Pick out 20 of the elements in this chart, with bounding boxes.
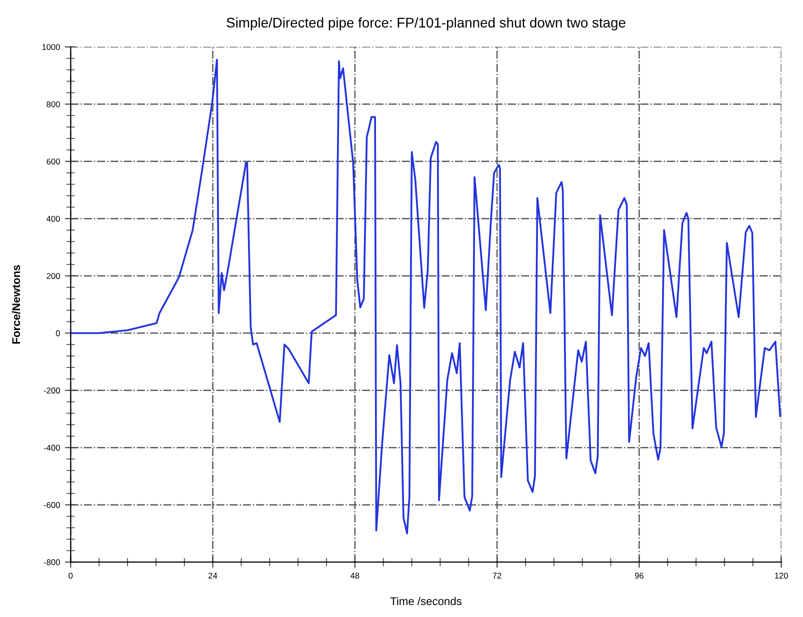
y-tick-label: -600 — [44, 502, 60, 508]
x-tick-label: 96 — [634, 572, 644, 579]
x-axis-title: Time /seconds — [390, 596, 462, 606]
y-tick-label: 600 — [46, 158, 60, 164]
y-tick-label: -400 — [44, 444, 60, 451]
y-tick-label: -200 — [44, 388, 60, 394]
y-tick-label: 200 — [46, 273, 60, 279]
y-tick-label: 400 — [46, 216, 60, 222]
x-tick-label: 48 — [350, 572, 360, 579]
x-tick-label: 24 — [208, 572, 218, 579]
x-tick-label: 72 — [492, 572, 502, 579]
y-tick-label: 0 — [56, 330, 60, 336]
x-tick-label: 120 — [775, 572, 788, 579]
x-tick-label: 0 — [68, 572, 73, 579]
chart-title: Simple/Directed pipe force: FP/101-planned shut down two stage — [226, 17, 626, 30]
line-series — [70, 58, 782, 534]
y-tick-label: 800 — [46, 101, 60, 108]
y-tick-label: 1000 — [42, 44, 60, 50]
y-tick-label: -800 — [44, 559, 60, 566]
y-axis-title: Force/Newtons — [12, 265, 20, 344]
